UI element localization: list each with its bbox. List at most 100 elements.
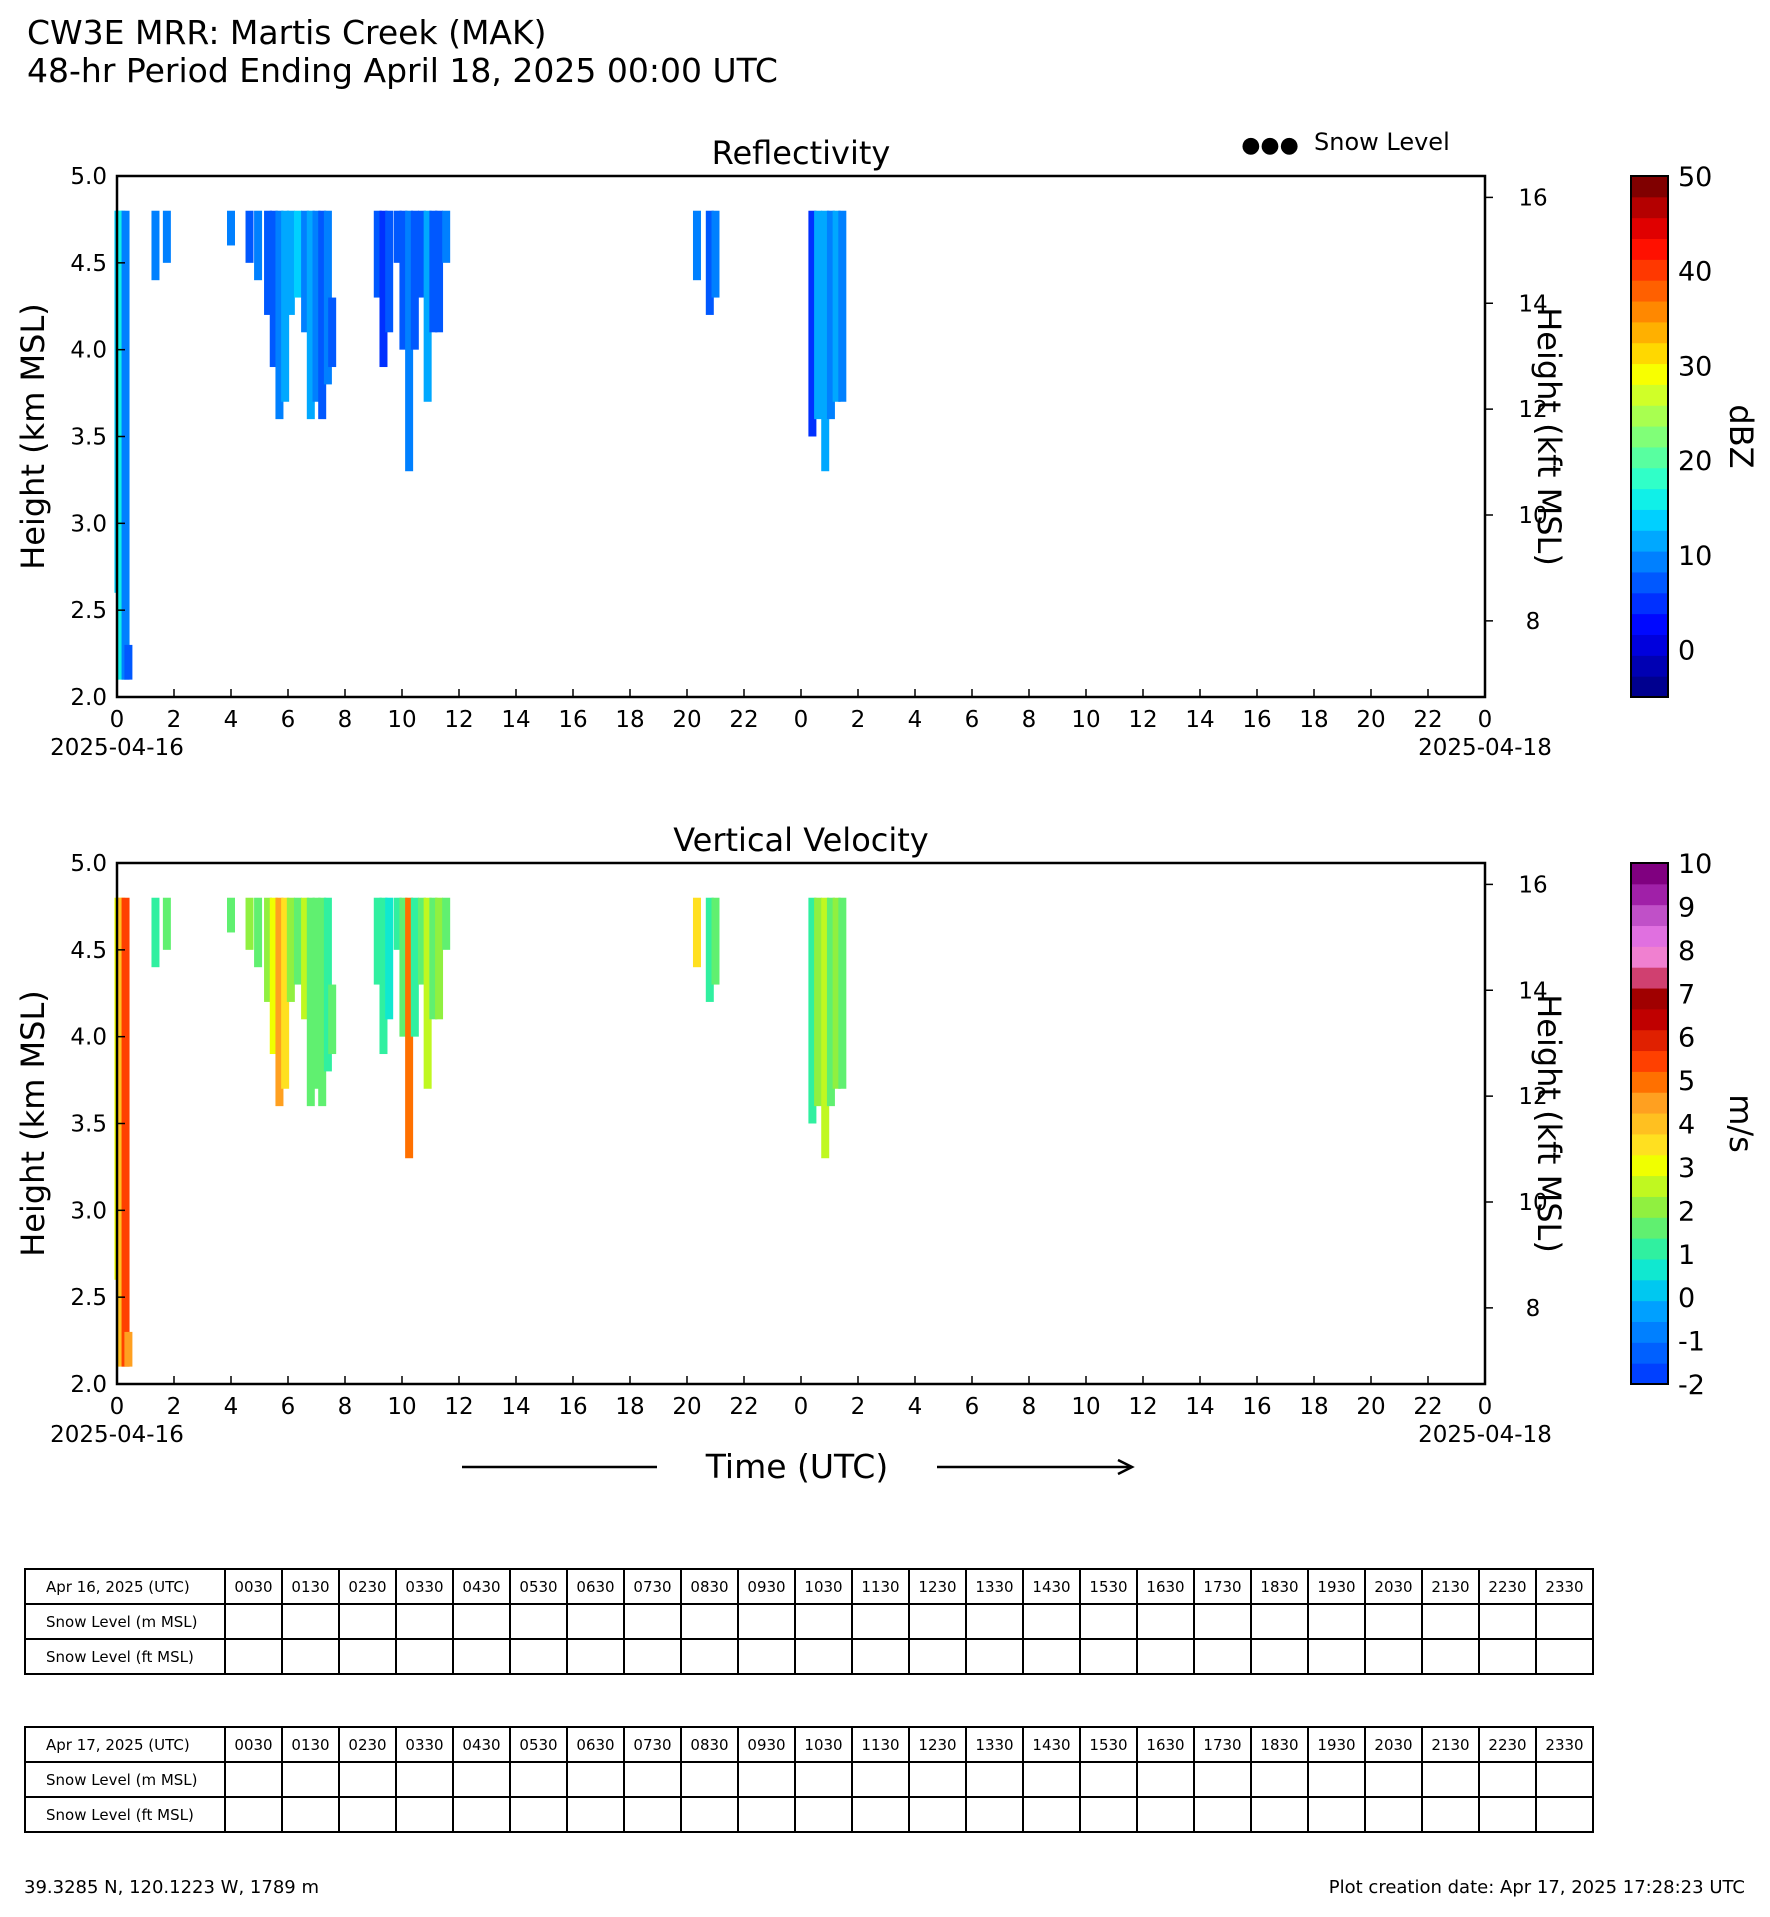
x-tick-label: 12 [444,707,473,733]
table-cell [1478,1603,1537,1640]
table-time-header: 2030 [1364,1568,1423,1605]
table-cell [1421,1638,1480,1675]
table-cell [1364,1796,1423,1833]
data-column [286,897,295,1002]
data-column [417,210,426,298]
table-cell [338,1761,397,1798]
y-tick-label: 2.0 [70,1372,107,1398]
table-time-header: 1630 [1136,1726,1195,1763]
colorbar-label: m/s [1722,1094,1760,1153]
data-column [254,897,263,968]
table-cell [1364,1638,1423,1675]
x-tick-label: 8 [1022,1394,1037,1420]
x-tick-label: 8 [338,1394,353,1420]
colorbar-segment [1631,301,1668,323]
x-tick-label: 18 [615,707,644,733]
data-column [117,210,126,680]
colorbar-segment [1631,1071,1668,1093]
table-cell [1022,1638,1081,1675]
colorbar-tick-label: 0 [1678,1283,1695,1314]
colorbar-segment [1631,384,1668,406]
table-cell [566,1761,625,1798]
y-tick-label: 2.0 [70,685,107,711]
x-end-date: 2025-04-18 [1418,735,1552,761]
row-label-snow-m: Snow Level (m MSL) [24,1761,226,1798]
colorbar-tick-label: 5 [1678,1066,1695,1097]
data-column [405,210,414,472]
colorbar-segment [1631,551,1668,573]
data-column [423,897,432,1089]
x-tick-label: 0 [110,707,125,733]
colorbar-segment [1631,321,1668,344]
table-cell [1250,1796,1309,1833]
y-right-tick-label: 8 [1526,609,1541,635]
x-tick-label: 20 [1356,707,1385,733]
table-cell [794,1603,853,1640]
colorbar-segment [1631,1279,1668,1302]
y-axis-label: Height (km MSL) [14,990,52,1257]
data-column [281,210,290,402]
y-tick-label: 4.0 [70,1025,107,1051]
data-column [301,210,310,333]
table-date-header: Apr 16, 2025 (UTC) [24,1568,226,1605]
table-time-header: 0130 [281,1568,340,1605]
colorbar-tick-label: 4 [1678,1110,1695,1141]
colorbar-tick-label: 20 [1678,446,1712,477]
y-tick-label: 3.0 [70,511,107,537]
colorbar-segment [1631,342,1668,365]
table-cell [1478,1638,1537,1675]
row-label-snow-m: Snow Level (m MSL) [24,1603,226,1640]
table-time-header: 0030 [224,1726,283,1763]
table-cell [1307,1796,1366,1833]
colorbar-segment [1631,467,1668,490]
table-cell [737,1638,796,1675]
colorbar-segment [1631,509,1668,531]
data-column [832,897,841,1089]
table-cell [623,1796,682,1833]
colorbar-tick-label: 0 [1678,636,1695,667]
data-column [808,897,817,1124]
data-column [379,210,388,368]
colorbar-segment [1631,904,1668,927]
table-cell [965,1796,1024,1833]
data-column [814,210,823,420]
x-tick-label: 4 [908,707,923,733]
table-time-header: 1530 [1079,1726,1138,1763]
colorbar-tick-label: 2 [1678,1196,1695,1227]
colorbar-segment [1631,988,1668,1010]
table-cell [965,1603,1024,1640]
data-column [373,897,382,985]
data-column [705,210,714,315]
page-subtitle: 48-hr Period Ending April 18, 2025 00:00… [27,51,778,90]
table-cell [908,1603,967,1640]
colorbar-segment [1631,238,1668,260]
colorbar-segment [1631,426,1668,448]
y-tick-label: 2.5 [70,1285,107,1311]
colorbar-tick-label: 50 [1678,162,1712,193]
colorbar-segment [1631,1050,1668,1072]
data-column [838,210,847,402]
data-column [417,897,426,985]
colorbar-segment [1631,676,1668,698]
table-cell [1364,1603,1423,1640]
y-right-tick-label: 12 [1518,397,1547,423]
colorbar-segment [1631,1300,1668,1322]
colorbar-tick-label: 6 [1678,1023,1695,1054]
table-time-header: 1830 [1250,1726,1309,1763]
data-column [410,210,419,350]
table-row: Snow Level (ft MSL) [24,1638,1594,1675]
table-time-header: 0130 [281,1726,340,1763]
x-tick-label: 6 [965,1394,980,1420]
colorbar-segment [1631,176,1668,198]
table-cell [908,1638,967,1675]
x-tick-label: 6 [281,1394,296,1420]
table-cell [338,1603,397,1640]
data-column [393,210,402,263]
table-cell [509,1603,568,1640]
x-tick-label: 22 [1413,1394,1442,1420]
table-cell [281,1603,340,1640]
location-text: 39.3285 N, 120.1223 W, 1789 m [24,1877,319,1898]
x-tick-label: 22 [729,1394,758,1420]
table-time-header: 2330 [1535,1726,1594,1763]
data-column [254,210,263,281]
